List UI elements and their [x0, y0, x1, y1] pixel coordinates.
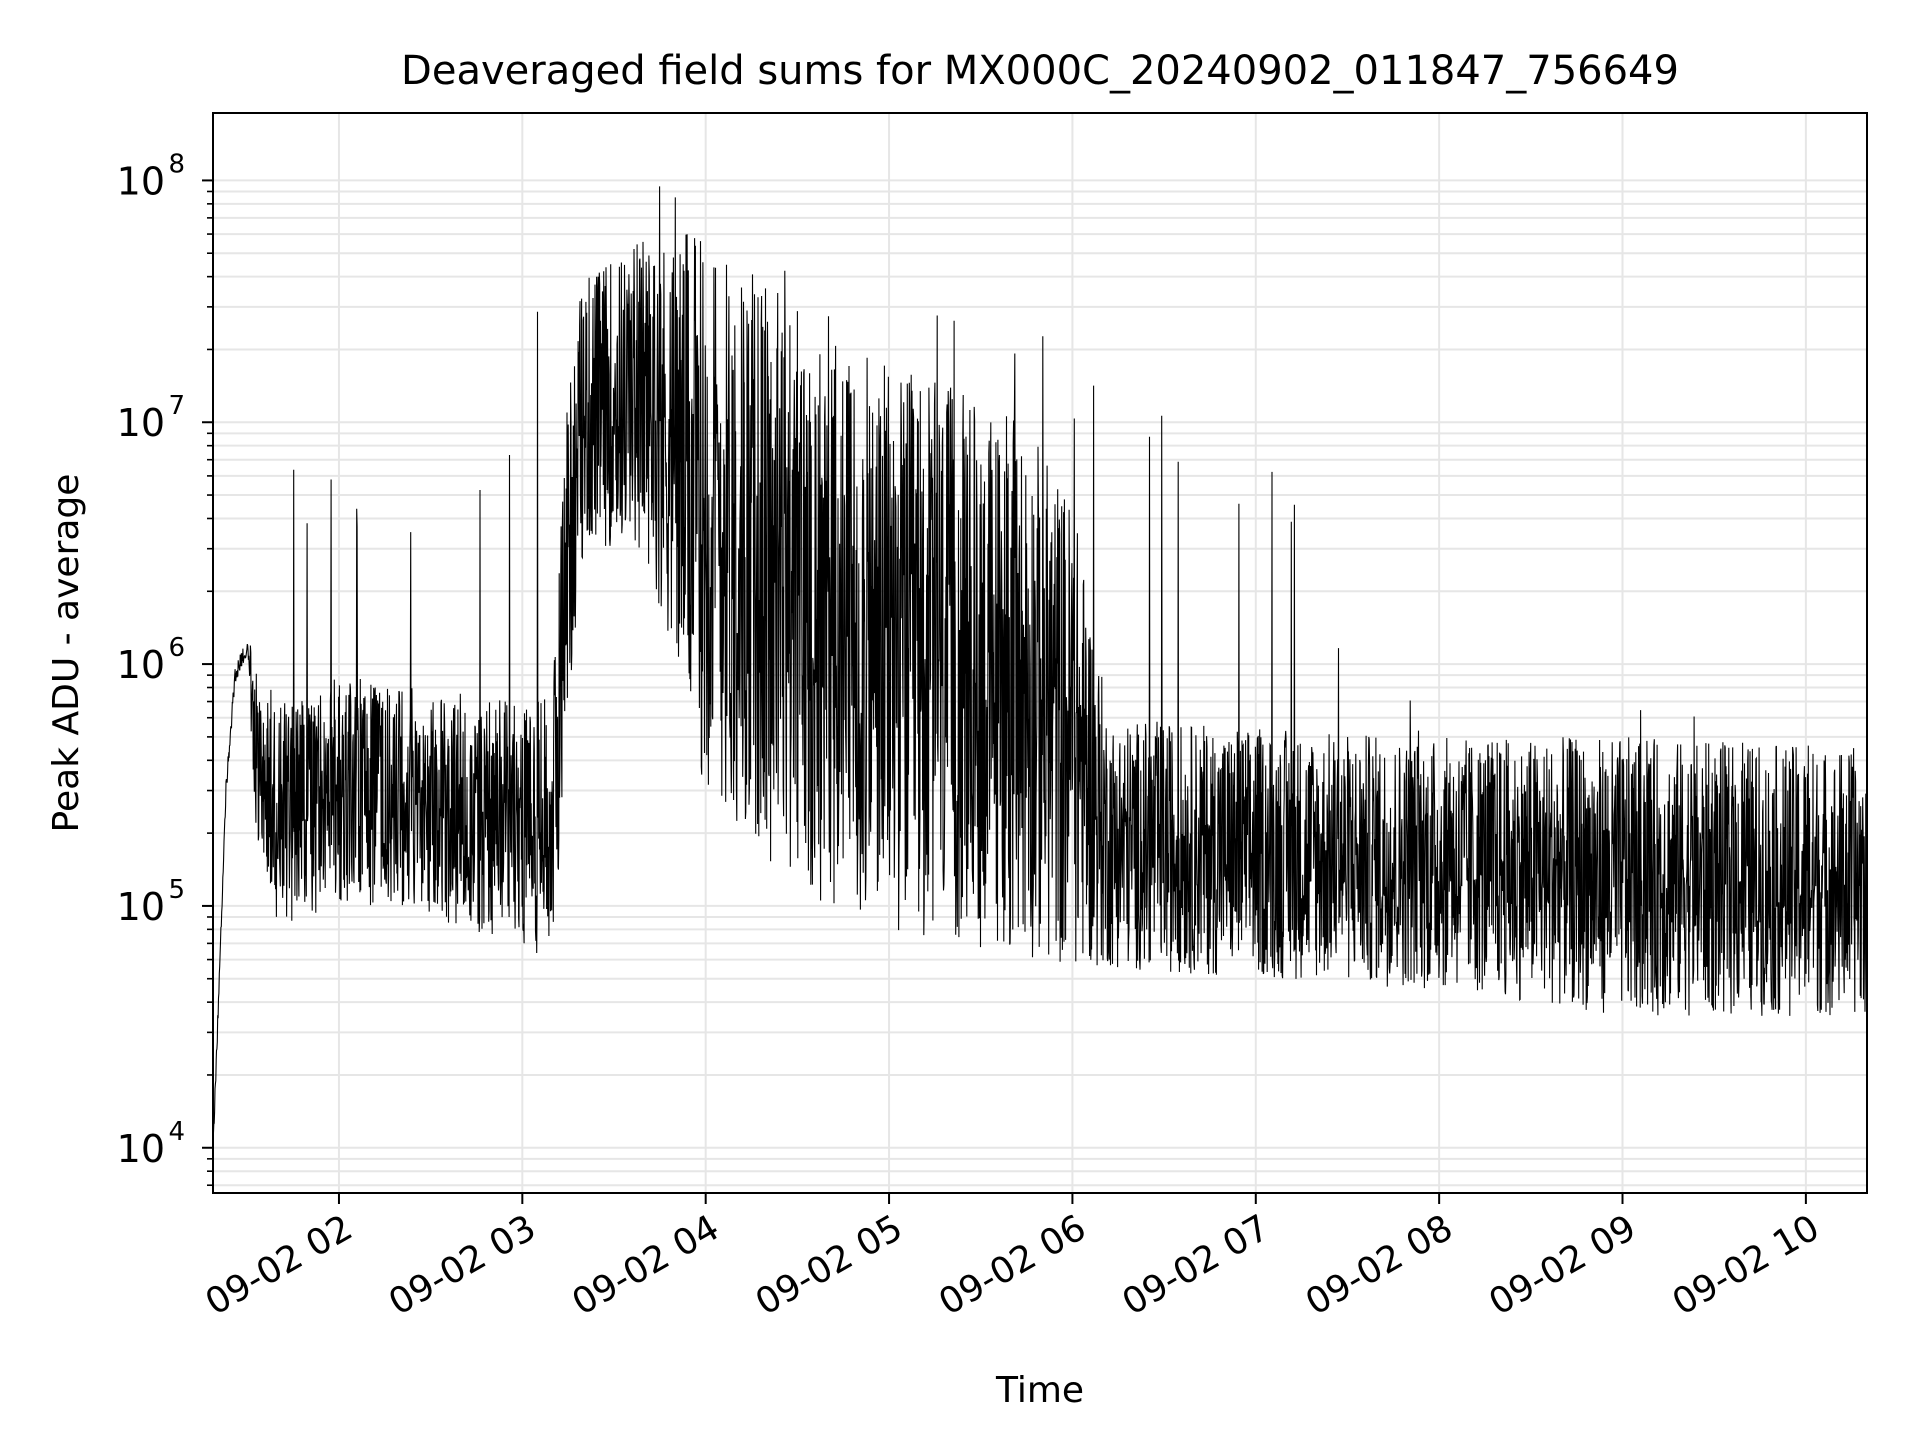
y-tick-label: 10	[117, 159, 165, 203]
y-tick-exponent: 7	[168, 391, 185, 421]
y-tick-label: 10	[117, 401, 165, 445]
y-axis-label: Peak ADU - average	[46, 474, 87, 833]
x-axis-label: Time	[995, 1370, 1084, 1411]
data-series	[212, 186, 1868, 1148]
y-tick-exponent: 6	[168, 633, 185, 663]
plot-frame	[212, 112, 1868, 1194]
y-tick-exponent: 8	[168, 149, 185, 179]
y-tick-exponent: 5	[168, 875, 185, 905]
series-line	[212, 186, 1868, 1148]
y-tick-label: 10	[117, 643, 165, 687]
chart-title: Deaveraged field sums for MX000C_2024090…	[401, 48, 1679, 94]
y-tick-exponent: 4	[168, 1117, 185, 1147]
y-tick-label: 10	[117, 1127, 165, 1171]
y-tick-label: 10	[117, 885, 165, 929]
